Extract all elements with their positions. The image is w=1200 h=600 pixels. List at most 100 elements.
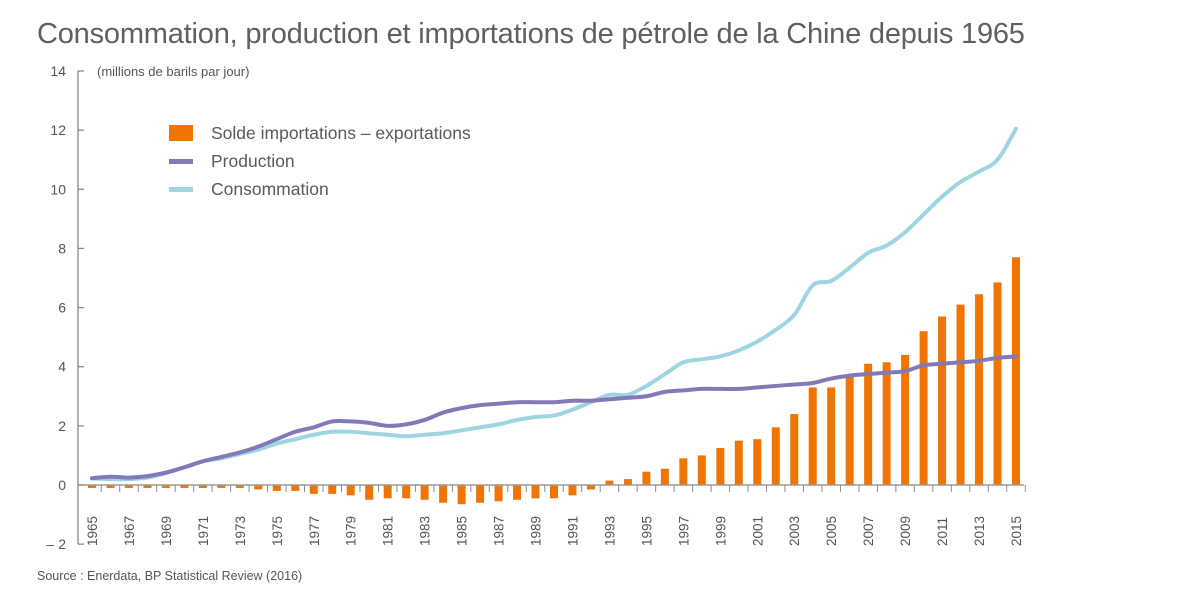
y-axis: – 2 0 2 4 6 8 10 12 14: [47, 63, 84, 552]
x-tick-label: 1973: [233, 516, 248, 546]
x-tick-label: 1967: [122, 516, 137, 546]
bar-1982: [402, 485, 411, 499]
bar-series: [88, 257, 1020, 505]
y-tick-label: 8: [58, 240, 66, 256]
x-tick-label: 1975: [270, 516, 285, 546]
x-tick-label: 1977: [307, 516, 322, 546]
bar-2010: [919, 331, 928, 485]
bar-1983: [420, 485, 429, 500]
bar-1970: [180, 485, 189, 488]
bar-1969: [161, 485, 170, 488]
x-tick-label: 1987: [492, 516, 507, 546]
bar-2006: [845, 374, 854, 485]
bar-1995: [642, 471, 651, 485]
bar-1993: [605, 480, 614, 485]
bar-1994: [623, 479, 632, 485]
line-production: [90, 354, 1018, 481]
bar-1978: [328, 485, 337, 494]
bar-2012: [956, 304, 965, 485]
x-tick-label: 1999: [713, 516, 728, 546]
x-tick-label: 1991: [565, 516, 580, 546]
x-tick-label: 2015: [1009, 516, 1024, 546]
bar-1980: [365, 485, 374, 500]
bar-1971: [198, 485, 207, 488]
y-tick-label: 10: [50, 181, 66, 197]
bar-2014: [993, 282, 1002, 485]
unit-label: (millions de barils par jour): [97, 64, 249, 79]
chart-title: Consommation, production et importations…: [37, 18, 1025, 50]
bar-1997: [679, 458, 688, 485]
y-tick-label: 4: [58, 359, 66, 375]
bar-1967: [124, 485, 133, 488]
legend: Solde importations – exportations Product…: [169, 123, 471, 199]
x-tick-label: 1993: [602, 516, 617, 546]
bar-1973: [235, 485, 244, 488]
bar-1989: [531, 485, 540, 499]
legend-swatch-line: [169, 159, 193, 164]
bar-1965: [88, 485, 96, 488]
bar-1974: [254, 485, 263, 490]
bar-1972: [217, 485, 226, 488]
line-series: [90, 126, 1018, 482]
y-tick-label: 0: [58, 477, 66, 493]
y-tick-label: 14: [50, 63, 66, 79]
x-tick-label: 1981: [381, 516, 396, 546]
bar-1981: [383, 485, 392, 499]
y-tick-label: 6: [58, 300, 66, 316]
bar-1991: [568, 485, 577, 496]
bar-1979: [346, 485, 355, 496]
bar-2004: [808, 387, 817, 485]
x-tick-label: 2007: [861, 516, 876, 546]
x-tick-label: 1979: [344, 516, 359, 546]
x-axis: 1965 1967 1969 1971 1973 1975 1977 1979 1981 1983…: [78, 484, 1026, 546]
bar-2000: [734, 440, 743, 485]
bar-1977: [309, 485, 318, 494]
x-tick-label: 1997: [676, 516, 691, 546]
bar-2008: [882, 362, 891, 485]
legend-label: Solde importations – exportations: [211, 123, 471, 143]
bar-1984: [439, 485, 448, 503]
x-tick-label: 2001: [750, 516, 765, 546]
bar-1999: [716, 448, 725, 485]
bar-2005: [827, 387, 836, 485]
bar-1986: [476, 485, 485, 503]
y-tick-label: 2: [58, 418, 66, 434]
x-tick-label: 2003: [787, 516, 802, 546]
bar-1992: [586, 485, 595, 490]
bar-1976: [291, 485, 300, 491]
x-tick-label: 2013: [972, 516, 987, 546]
legend-swatch-bar: [169, 125, 193, 141]
x-tick-label: 1969: [159, 516, 174, 546]
x-tick-label: 1971: [196, 516, 211, 546]
y-tick-label: – 2: [47, 536, 67, 552]
x-tick-label: 1989: [529, 516, 544, 546]
bar-1996: [660, 468, 669, 485]
legend-swatch-line: [169, 187, 193, 192]
legend-label: Production: [211, 151, 295, 171]
bar-2011: [938, 316, 947, 485]
x-tick-label: 1965: [85, 516, 100, 546]
x-tick-label: 1985: [455, 516, 470, 546]
source-note: Source : Enerdata, BP Statistical Review…: [37, 569, 303, 583]
bar-1968: [143, 485, 152, 488]
x-tick-label: 1995: [639, 516, 654, 546]
x-tick-label: 1983: [418, 516, 433, 546]
bar-1987: [494, 485, 503, 502]
bar-2013: [975, 294, 984, 485]
x-tick-label: 2009: [898, 516, 913, 546]
bar-1966: [106, 485, 115, 488]
bar-2015: [1012, 257, 1020, 485]
x-tick-label: 2011: [935, 517, 950, 546]
y-tick-label: 12: [50, 122, 66, 138]
bar-2003: [790, 414, 799, 485]
x-tick-label: 2005: [824, 516, 839, 546]
bar-1998: [697, 455, 706, 485]
bar-2009: [901, 354, 910, 485]
bar-2001: [753, 439, 762, 485]
bar-1988: [513, 485, 522, 500]
bar-1975: [272, 485, 281, 491]
legend-label: Consommation: [211, 179, 329, 199]
bar-2002: [771, 427, 780, 485]
bar-1985: [457, 485, 466, 505]
